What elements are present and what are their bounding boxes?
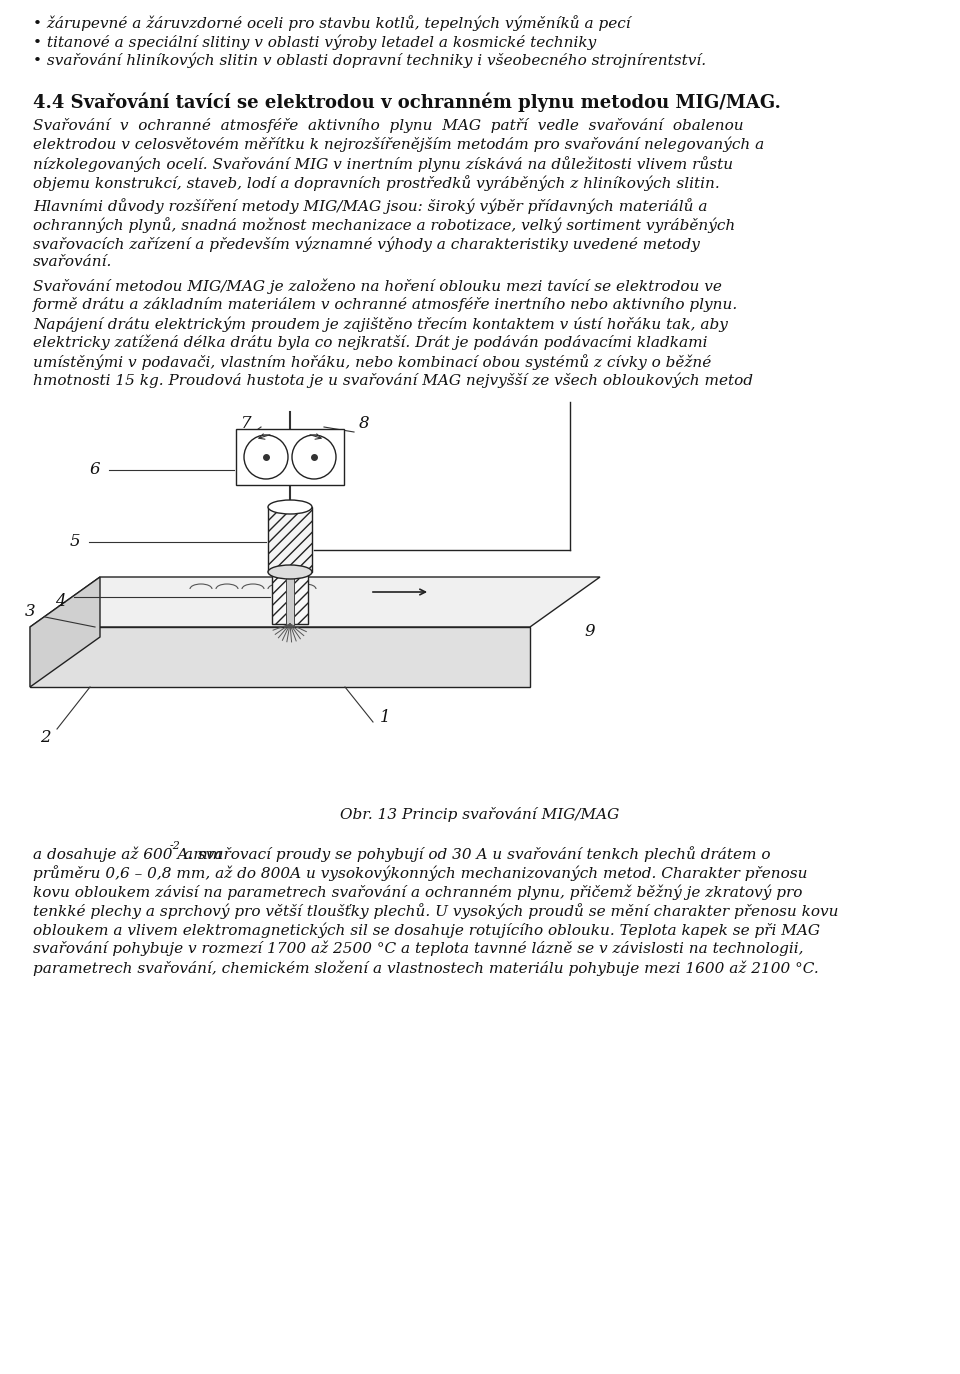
Text: Hlavními důvody rozšíření metody MIG/MAG jsou: široký výběr přídavných materiálů: Hlavními důvody rozšíření metody MIG/MAG… — [33, 198, 708, 214]
Text: 6: 6 — [89, 462, 100, 478]
Text: Napájení drátu elektrickým proudem je zajištěno třecím kontaktem v ústí hořáku t: Napájení drátu elektrickým proudem je za… — [33, 316, 728, 331]
Text: • titanové a speciální slitiny v oblasti výroby letadel a kosmické techniky: • titanové a speciální slitiny v oblasti… — [33, 34, 596, 49]
Text: 4.4 Svařování tavící se elektrodou v ochranném plynu metodou MIG/MAG.: 4.4 Svařování tavící se elektrodou v och… — [33, 92, 780, 111]
Text: průměru 0,6 – 0,8 mm, až do 800A u vysokovýkonných mechanizovaných metod. Charak: průměru 0,6 – 0,8 mm, až do 800A u vysok… — [33, 866, 807, 881]
Text: hmotnosti 15 kg. Proudová hustota je u svařování MAG nejvyšší ze všech obloukový: hmotnosti 15 kg. Proudová hustota je u s… — [33, 372, 753, 389]
Text: parametrech svařování, chemickém složení a vlastnostech materiálu pohybuje mezi : parametrech svařování, chemickém složení… — [33, 960, 819, 976]
Text: elektricky zatížená délka drátu byla co nejkratší. Drát je podáván podávacími kl: elektricky zatížená délka drátu byla co … — [33, 335, 708, 350]
Text: svařovacích zařízení a především významné výhody a charakteristiky uvedené metod: svařovacích zařízení a především významn… — [33, 236, 700, 251]
Polygon shape — [286, 570, 294, 627]
Text: kovu obloukem závisí na parametrech svařování a ochranném plynu, přičemž běžný j: kovu obloukem závisí na parametrech svař… — [33, 883, 803, 900]
Ellipse shape — [268, 500, 312, 514]
Text: Svařování  v  ochranné  atmosféře  aktivního  plynu  MAG  patří  vedle  svařován: Svařování v ochranné atmosféře aktivního… — [33, 118, 744, 133]
Text: nízkolegovaných ocelí. Svařování MIG v inertním plynu získává na důležitosti vli: nízkolegovaných ocelí. Svařování MIG v i… — [33, 157, 733, 172]
Circle shape — [244, 436, 288, 480]
Polygon shape — [268, 507, 312, 572]
Text: elektrodou v celosvětovém měřítku k nejrozšířenějším metodám pro svařování neleg: elektrodou v celosvětovém měřítku k nejr… — [33, 137, 764, 153]
Text: 5: 5 — [70, 533, 81, 551]
Text: 3: 3 — [25, 603, 36, 621]
Text: 4: 4 — [55, 594, 65, 610]
Polygon shape — [30, 577, 600, 627]
Text: svařování pohybuje v rozmezí 1700 až 2500 °C a teplota tavnné lázně se v závislo: svařování pohybuje v rozmezí 1700 až 250… — [33, 941, 804, 956]
Text: -2: -2 — [169, 841, 180, 851]
Text: objemu konstrukcí, staveb, lodí a dopravních prostředků vyráběných z hliníkových: objemu konstrukcí, staveb, lodí a doprav… — [33, 174, 720, 191]
Polygon shape — [272, 572, 308, 624]
Text: ochranných plynů, snadná možnost mechanizace a robotizace, velký sortiment vyráb: ochranných plynů, snadná možnost mechani… — [33, 217, 735, 232]
Text: 8: 8 — [359, 415, 370, 433]
Text: 1: 1 — [380, 709, 391, 725]
Text: a dosahuje až 600 A.mm: a dosahuje až 600 A.mm — [33, 846, 223, 861]
Text: Svařování metodou MIG/MAG je založeno na hoření oblouku mezi tavící se elektrodo: Svařování metodou MIG/MAG je založeno na… — [33, 278, 722, 294]
Text: obloukem a vlivem elektromagnetických sil se dosahuje rotujícího oblouku. Teplot: obloukem a vlivem elektromagnetických si… — [33, 922, 820, 937]
Polygon shape — [236, 429, 344, 485]
Text: • svařování hliníkových slitin v oblasti dopravní techniky i všeobecného strojní: • svařování hliníkových slitin v oblasti… — [33, 54, 707, 69]
Text: 9: 9 — [585, 624, 595, 640]
Polygon shape — [30, 577, 100, 687]
Text: svařování.: svařování. — [33, 256, 112, 269]
Text: formě drátu a základním materiálem v ochranné atmosféře inertního nebo aktivního: formě drátu a základním materiálem v och… — [33, 297, 738, 312]
Text: tenkké plechy a sprchový pro větší tloušťky plechů. U vysokých proudů se mění ch: tenkké plechy a sprchový pro větší tlouš… — [33, 903, 838, 919]
Text: 7: 7 — [241, 415, 252, 433]
Polygon shape — [30, 627, 530, 687]
Text: a svařovací proudy se pohybují od 30 A u svařování tenkch plechů drátem o: a svařovací proudy se pohybují od 30 A u… — [180, 846, 771, 861]
Ellipse shape — [268, 565, 312, 578]
Circle shape — [292, 436, 336, 480]
Text: 2: 2 — [39, 728, 50, 746]
Text: umístěnými v podavači, vlastním hořáku, nebo kombinací obou systémů z cívky o bě: umístěnými v podavači, vlastním hořáku, … — [33, 354, 711, 370]
Text: Obr. 13 Princip svařování MIG/MAG: Obr. 13 Princip svařování MIG/MAG — [341, 807, 619, 822]
Text: • žárupevné a žáruvzdorné oceli pro stavbu kotlů, tepelných výměníků a pecí: • žárupevné a žáruvzdorné oceli pro stav… — [33, 15, 631, 30]
